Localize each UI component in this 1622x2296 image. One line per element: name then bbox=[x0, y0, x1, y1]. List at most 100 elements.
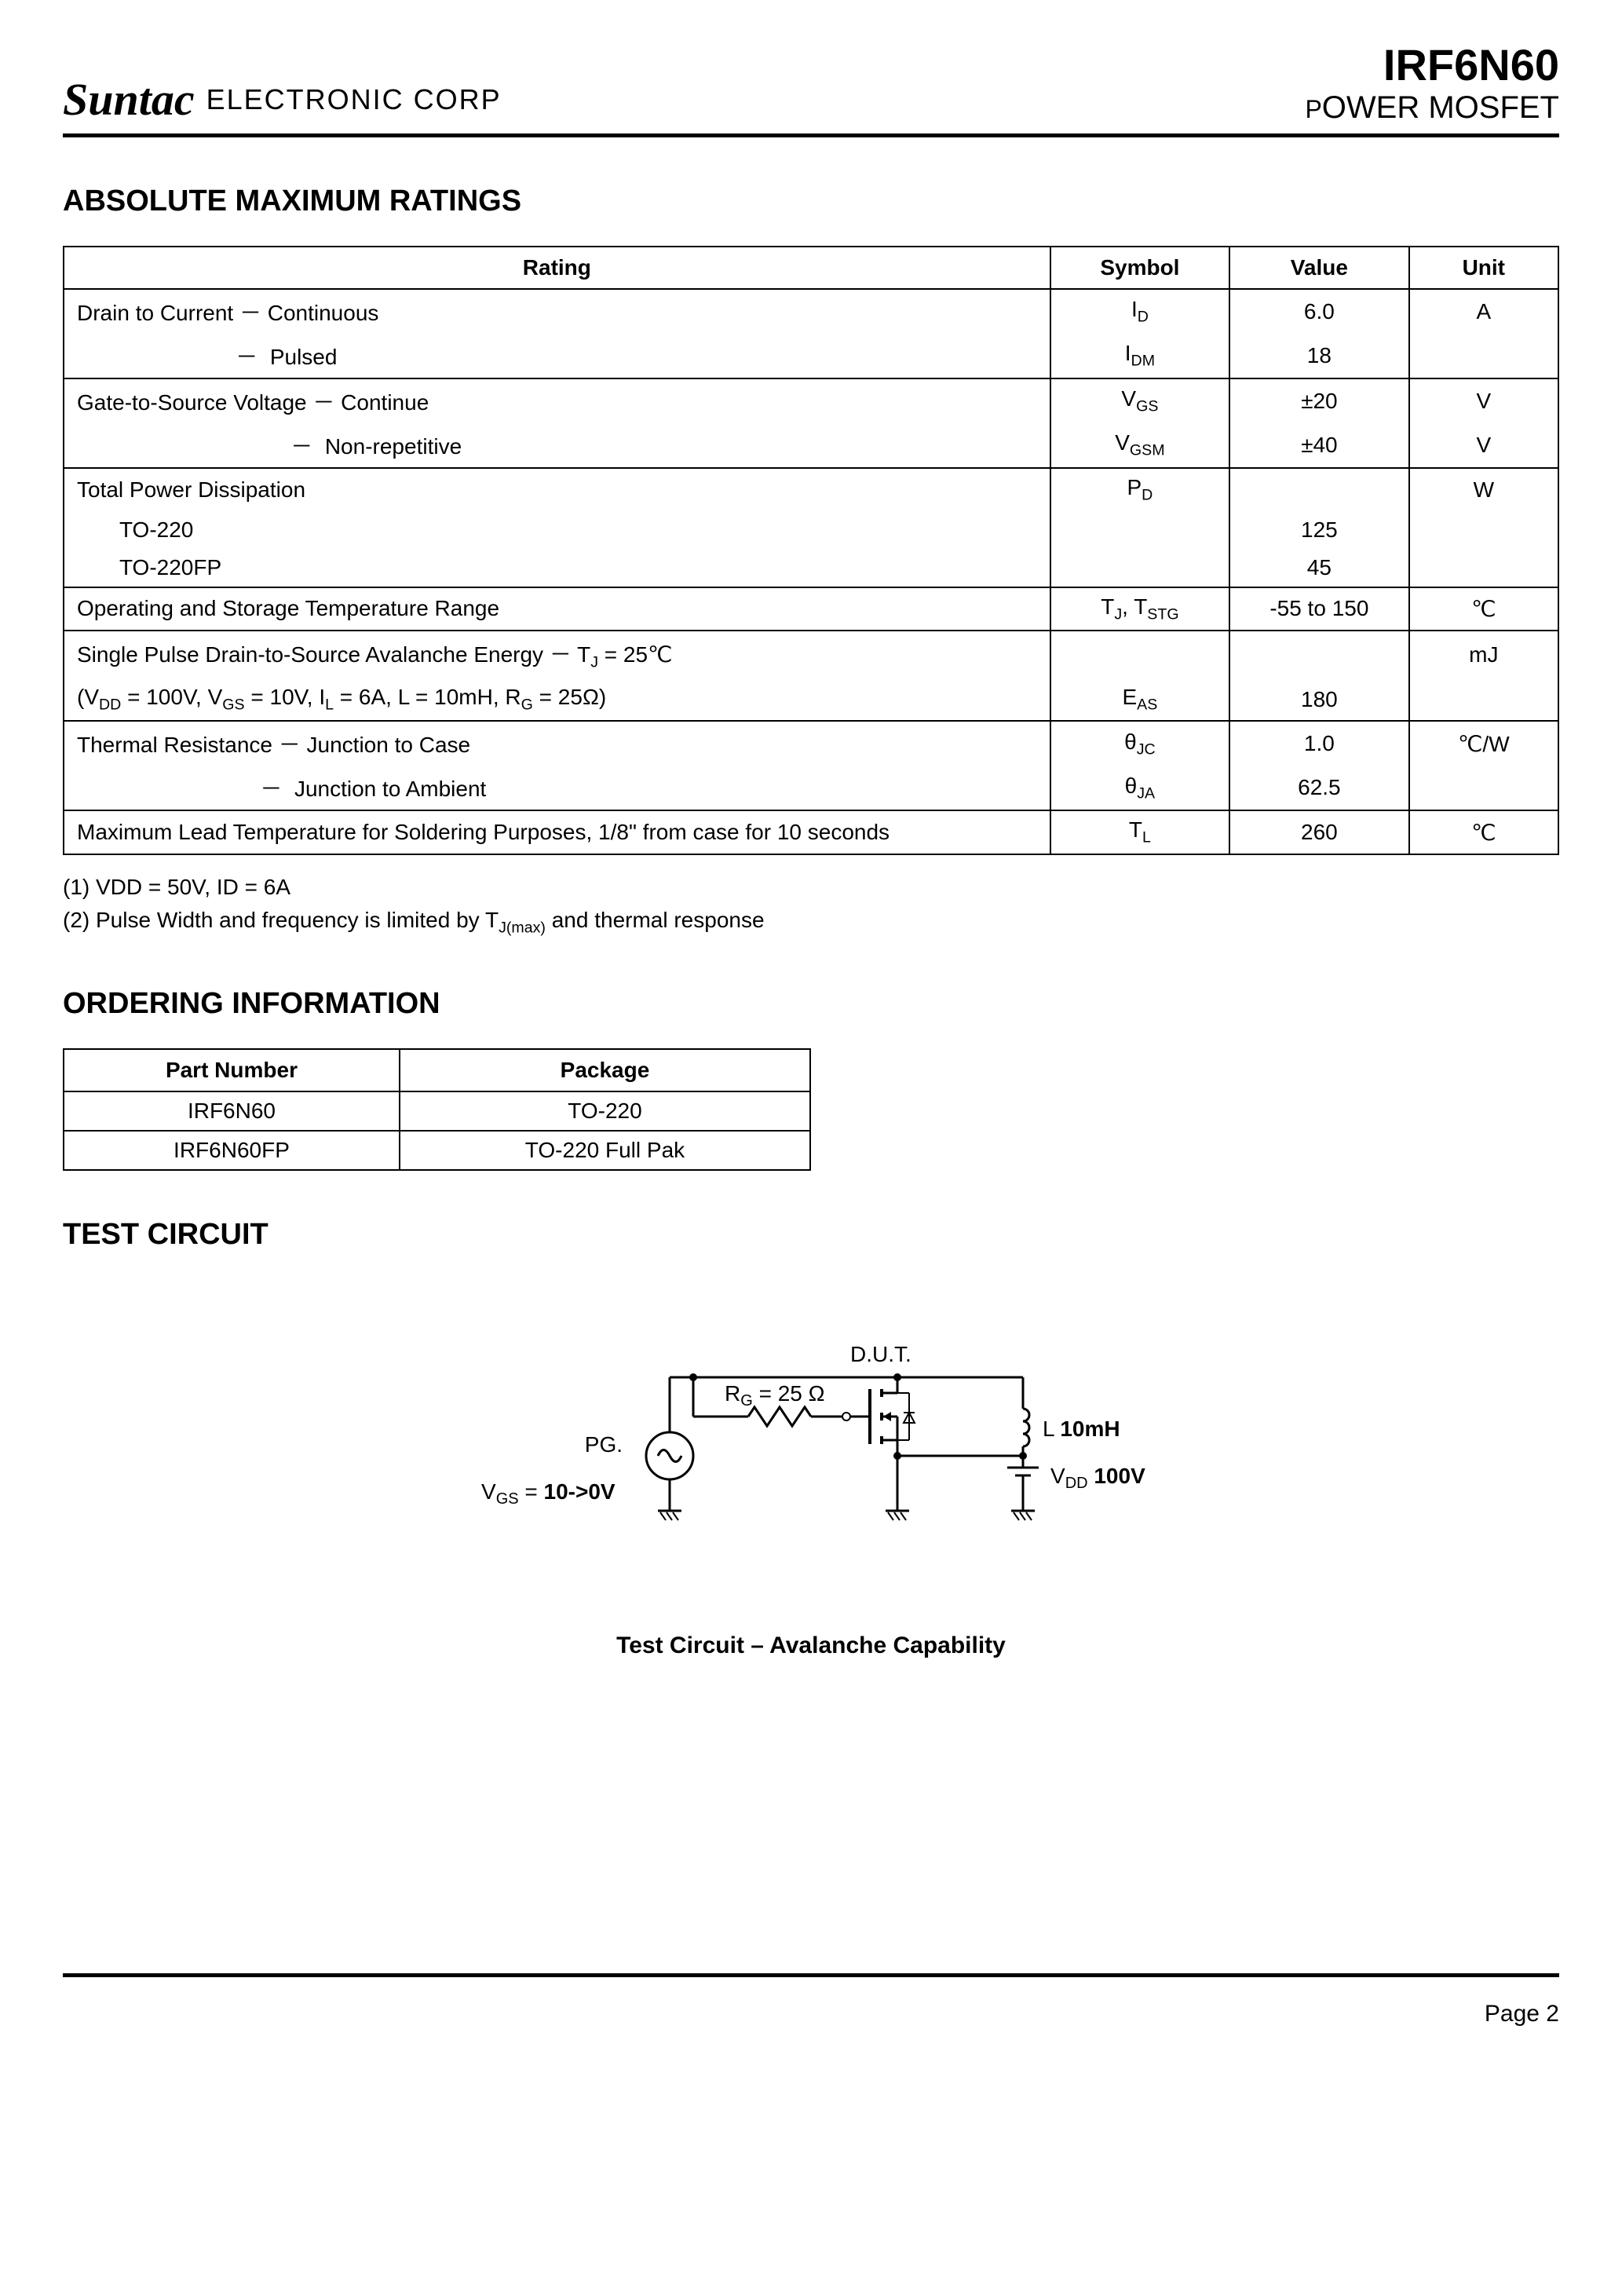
symbol-cell: VGSM bbox=[1050, 423, 1229, 468]
footer-divider bbox=[63, 1973, 1559, 1977]
test-circuit-container: PG. RG = 25 Ω VGS = 10->0V D.U.T. bbox=[63, 1283, 1559, 1659]
table-row: TO-220 125 bbox=[64, 511, 1558, 549]
symbol-cell: IDM bbox=[1050, 334, 1229, 378]
col-package: Package bbox=[400, 1049, 810, 1091]
symbol-cell: θJC bbox=[1050, 721, 1229, 766]
table-row: Gate-to-Source Voltage － Continue VGS ±2… bbox=[64, 378, 1558, 423]
circuit-diagram: PG. RG = 25 Ω VGS = 10->0V D.U.T. bbox=[458, 1299, 1164, 1581]
rating-cell: (VDD = 100V, VGS = 10V, IL = 6A, L = 10m… bbox=[64, 678, 1050, 722]
symbol-cell: θJA bbox=[1050, 766, 1229, 810]
unit-cell: mJ bbox=[1409, 631, 1558, 678]
rating-cell: Total Power Dissipation bbox=[64, 468, 1050, 511]
table-row: － Junction to Ambient θJA 62.5 bbox=[64, 766, 1558, 810]
test-circuit-heading: TEST CIRCUIT bbox=[63, 1218, 1559, 1252]
unit-cell: W bbox=[1409, 468, 1558, 511]
logo-corp-text: ELECTRONIC CORP bbox=[206, 83, 502, 116]
circuit-caption: Test Circuit – Avalanche Capability bbox=[63, 1632, 1559, 1659]
unit-cell: V bbox=[1409, 378, 1558, 423]
table-row: Thermal Resistance － Junction to Case θJ… bbox=[64, 721, 1558, 766]
note-1: (1) VDD = 50V, ID = 6A bbox=[63, 871, 1559, 904]
part-cell: IRF6N60FP bbox=[64, 1131, 400, 1170]
value-cell: -55 to 150 bbox=[1229, 587, 1408, 631]
value-cell: 18 bbox=[1229, 334, 1408, 378]
page-number: Page 2 bbox=[63, 2001, 1559, 2027]
svg-text:RG = 25 Ω: RG = 25 Ω bbox=[725, 1381, 825, 1409]
table-row: － Non-repetitive VGSM ±40 V bbox=[64, 423, 1558, 468]
part-number-title: IRF6N60 bbox=[1305, 39, 1559, 90]
unit-cell: ℃ bbox=[1409, 587, 1558, 631]
rating-cell: TO-220FP bbox=[64, 549, 1050, 587]
symbol-cell bbox=[1050, 631, 1229, 678]
symbol-cell: EAS bbox=[1050, 678, 1229, 722]
rating-cell: TO-220 bbox=[64, 511, 1050, 549]
dut-label: D.U.T. bbox=[850, 1342, 911, 1366]
title-section: IRF6N60 POWER MOSFET bbox=[1305, 39, 1559, 126]
symbol-cell: ID bbox=[1050, 289, 1229, 334]
ratings-table: Rating Symbol Value Unit Drain to Curren… bbox=[63, 246, 1559, 855]
value-cell: 1.0 bbox=[1229, 721, 1408, 766]
notes-section: (1) VDD = 50V, ID = 6A (2) Pulse Width a… bbox=[63, 871, 1559, 940]
part-cell: IRF6N60 bbox=[64, 1091, 400, 1131]
rating-cell: Gate-to-Source Voltage － Continue bbox=[64, 378, 1050, 423]
value-cell: 62.5 bbox=[1229, 766, 1408, 810]
symbol-cell: TJ, TSTG bbox=[1050, 587, 1229, 631]
col-value: Value bbox=[1229, 247, 1408, 289]
package-cell: TO-220 Full Pak bbox=[400, 1131, 810, 1170]
rating-cell: － Pulsed bbox=[64, 334, 1050, 378]
unit-cell: ℃ bbox=[1409, 810, 1558, 854]
unit-cell: ℃/W bbox=[1409, 721, 1558, 766]
value-cell: ±40 bbox=[1229, 423, 1408, 468]
table-row: (VDD = 100V, VGS = 10V, IL = 6A, L = 10m… bbox=[64, 678, 1558, 722]
col-rating: Rating bbox=[64, 247, 1050, 289]
ordering-header-row: Part Number Package bbox=[64, 1049, 810, 1091]
table-row: Total Power Dissipation PD W bbox=[64, 468, 1558, 511]
ordering-heading: ORDERING INFORMATION bbox=[63, 987, 1559, 1021]
logo-script: Suntac bbox=[63, 73, 195, 126]
table-row: － Pulsed IDM 18 bbox=[64, 334, 1558, 378]
value-cell: 125 bbox=[1229, 511, 1408, 549]
package-cell: TO-220 bbox=[400, 1091, 810, 1131]
rating-cell: － Junction to Ambient bbox=[64, 766, 1050, 810]
col-unit: Unit bbox=[1409, 247, 1558, 289]
unit-cell bbox=[1409, 766, 1558, 810]
unit-cell: A bbox=[1409, 289, 1558, 334]
value-cell bbox=[1229, 631, 1408, 678]
unit-cell bbox=[1409, 334, 1558, 378]
note-2: (2) Pulse Width and frequency is limited… bbox=[63, 904, 1559, 940]
symbol-cell: TL bbox=[1050, 810, 1229, 854]
table-row: TO-220FP 45 bbox=[64, 549, 1558, 587]
value-cell: ±20 bbox=[1229, 378, 1408, 423]
rating-cell: － Non-repetitive bbox=[64, 423, 1050, 468]
table-row: Maximum Lead Temperature for Soldering P… bbox=[64, 810, 1558, 854]
rating-cell: Single Pulse Drain-to-Source Avalanche E… bbox=[64, 631, 1050, 678]
unit-cell bbox=[1409, 511, 1558, 549]
logo-section: Suntac ELECTRONIC CORP bbox=[63, 73, 502, 126]
table-row: IRF6N60 TO-220 bbox=[64, 1091, 810, 1131]
ordering-table: Part Number Package IRF6N60 TO-220 IRF6N… bbox=[63, 1048, 811, 1171]
unit-cell bbox=[1409, 678, 1558, 722]
symbol-cell: PD bbox=[1050, 468, 1229, 511]
svg-text:L 10mH: L 10mH bbox=[1043, 1417, 1120, 1441]
col-symbol: Symbol bbox=[1050, 247, 1229, 289]
table-row: IRF6N60FP TO-220 Full Pak bbox=[64, 1131, 810, 1170]
col-part-number: Part Number bbox=[64, 1049, 400, 1091]
pg-label: PG. bbox=[585, 1432, 623, 1457]
table-row: Operating and Storage Temperature Range … bbox=[64, 587, 1558, 631]
rating-cell: Maximum Lead Temperature for Soldering P… bbox=[64, 810, 1050, 854]
value-cell: 180 bbox=[1229, 678, 1408, 722]
rating-cell: Drain to Current － Continuous bbox=[64, 289, 1050, 334]
page-header: Suntac ELECTRONIC CORP IRF6N60 POWER MOS… bbox=[63, 39, 1559, 126]
table-row: Drain to Current － Continuous ID 6.0 A bbox=[64, 289, 1558, 334]
value-cell bbox=[1229, 468, 1408, 511]
symbol-cell bbox=[1050, 511, 1229, 549]
ratings-header-row: Rating Symbol Value Unit bbox=[64, 247, 1558, 289]
value-cell: 45 bbox=[1229, 549, 1408, 587]
value-cell: 260 bbox=[1229, 810, 1408, 854]
unit-cell bbox=[1409, 549, 1558, 587]
svg-text:VDD 100V: VDD 100V bbox=[1050, 1464, 1145, 1492]
table-row: Single Pulse Drain-to-Source Avalanche E… bbox=[64, 631, 1558, 678]
subtitle: POWER MOSFET bbox=[1305, 90, 1559, 126]
unit-cell: V bbox=[1409, 423, 1558, 468]
rating-cell: Thermal Resistance － Junction to Case bbox=[64, 721, 1050, 766]
header-divider bbox=[63, 133, 1559, 137]
